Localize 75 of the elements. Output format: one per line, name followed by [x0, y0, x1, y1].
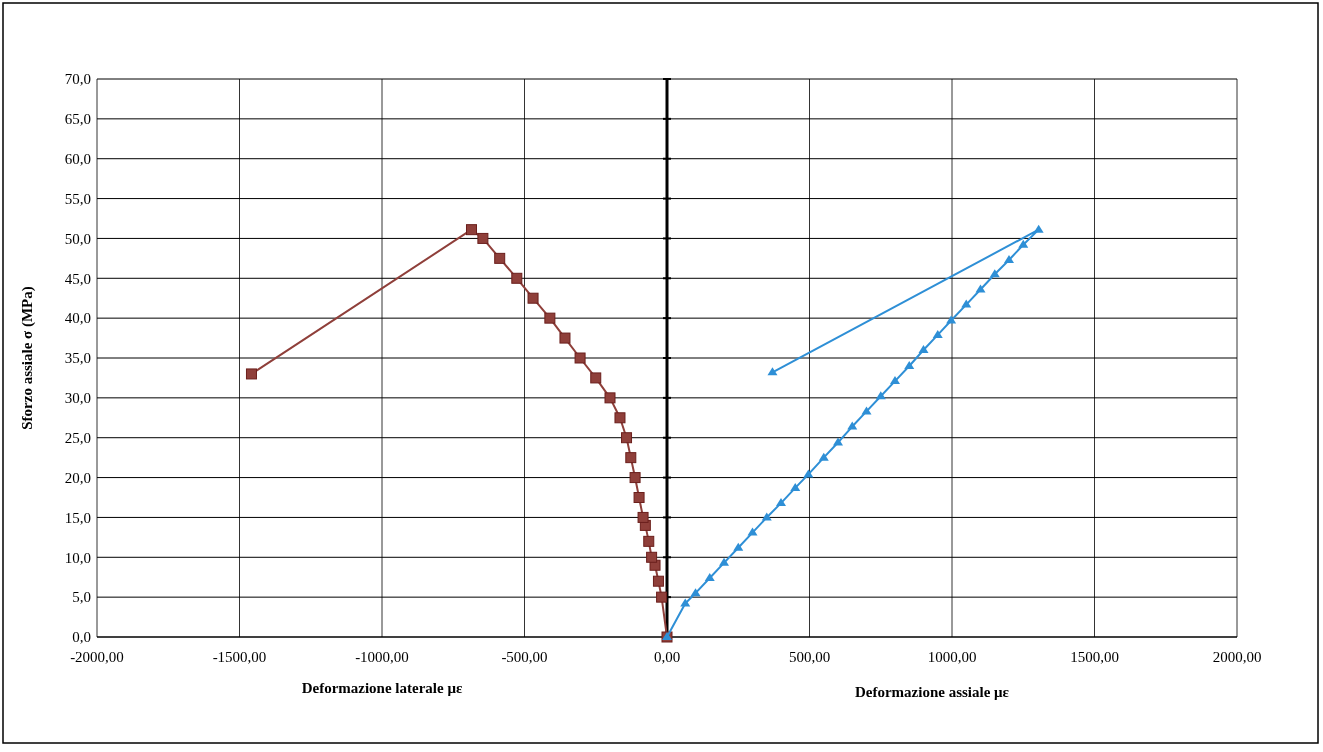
point	[494, 252, 506, 264]
x-axis-title: Deformazione laterale με	[301, 680, 463, 696]
point	[989, 269, 1000, 278]
point	[527, 292, 539, 304]
point	[1004, 254, 1014, 263]
point	[465, 224, 477, 236]
point	[719, 557, 729, 566]
point	[614, 412, 626, 424]
point	[875, 391, 886, 400]
x-tick-label: -1500,00	[212, 649, 267, 665]
point	[544, 312, 556, 324]
point	[776, 498, 786, 507]
point	[511, 272, 523, 284]
x-tick-label: 500,00	[788, 649, 831, 665]
y-tick-label: 25,0	[64, 429, 91, 446]
point	[946, 315, 957, 324]
y-tick-label: 50,0	[64, 230, 91, 247]
x-tick-label: 1500,00	[1070, 649, 1119, 665]
point	[643, 535, 655, 547]
text: Deformazione assiale με	[854, 684, 1010, 700]
point	[1033, 224, 1044, 233]
point	[975, 284, 986, 293]
y-tick-label: 65,0	[64, 111, 91, 128]
point	[790, 482, 801, 491]
y-tick-label: 70,0	[64, 71, 91, 88]
point	[818, 452, 829, 461]
y-axis-title: Sforzo assiale σ (MPa)	[19, 286, 36, 430]
point	[574, 352, 586, 364]
point	[690, 588, 701, 597]
point	[803, 469, 814, 478]
point	[747, 527, 758, 536]
point	[961, 299, 972, 308]
y-tick-label: 45,0	[64, 270, 91, 287]
point	[890, 376, 900, 385]
point	[621, 432, 633, 444]
point	[604, 392, 616, 404]
y-tick-label: 0,0	[72, 629, 91, 646]
point	[904, 360, 915, 369]
y-tick-label: 10,0	[64, 549, 91, 566]
point	[590, 372, 602, 384]
point	[847, 421, 858, 430]
y-tick-label: 5,0	[72, 589, 91, 606]
point	[646, 551, 658, 563]
x-tick-label: -2000,00	[70, 649, 124, 665]
point	[918, 345, 929, 354]
y-tick-label: 55,0	[64, 190, 91, 207]
y-tick-label: 20,0	[64, 469, 91, 486]
point	[761, 512, 772, 521]
point	[629, 472, 641, 484]
x-tick-label: -1000,00	[355, 649, 409, 665]
y-tick-label: 15,0	[64, 509, 91, 526]
point	[861, 406, 872, 415]
y-tick-label: 30,0	[64, 390, 91, 407]
x-tick-label: 1000,00	[927, 649, 977, 665]
point	[477, 232, 489, 244]
y-tick-label: 40,0	[64, 310, 91, 327]
x-tick-label: 0,00	[653, 649, 681, 665]
point	[833, 437, 843, 446]
point	[652, 575, 664, 587]
y-tick-label: 60,0	[64, 150, 91, 167]
point	[680, 598, 691, 607]
point	[245, 368, 257, 380]
point	[704, 573, 715, 582]
point	[633, 492, 645, 503]
point	[559, 332, 571, 344]
point	[767, 367, 778, 376]
point	[656, 591, 668, 603]
y-tick-label: 35,0	[64, 350, 91, 367]
x-tick-label: -500,00	[501, 649, 548, 665]
point	[625, 452, 637, 464]
point	[1018, 239, 1029, 248]
x-tick-label: 2000,00	[1212, 649, 1262, 665]
point	[637, 511, 649, 523]
point	[733, 542, 744, 551]
point	[932, 329, 943, 338]
